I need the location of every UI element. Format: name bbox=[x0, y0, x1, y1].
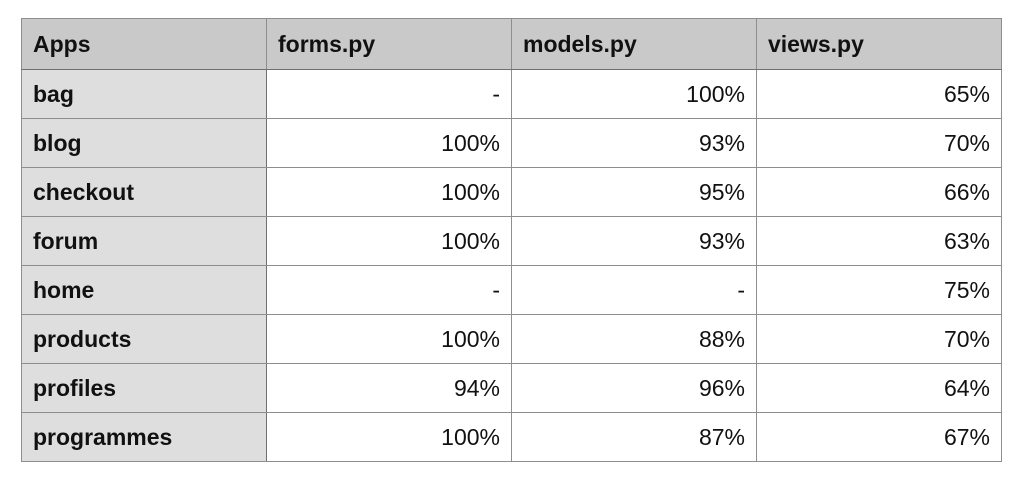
views-coverage-cell: 66% bbox=[756, 167, 1002, 217]
views-coverage-cell: 65% bbox=[756, 69, 1002, 119]
forms-coverage-cell: 100% bbox=[266, 216, 512, 266]
column-header-forms: forms.py bbox=[266, 18, 512, 70]
views-coverage-cell: 64% bbox=[756, 363, 1002, 413]
coverage-table: Apps forms.py models.py views.py bag - 1… bbox=[21, 18, 1002, 462]
app-name-cell: home bbox=[21, 265, 267, 315]
views-coverage-cell: 63% bbox=[756, 216, 1002, 266]
forms-coverage-cell: 100% bbox=[266, 167, 512, 217]
views-coverage-cell: 70% bbox=[756, 314, 1002, 364]
forms-coverage-cell: 100% bbox=[266, 118, 512, 168]
app-name-cell: blog bbox=[21, 118, 267, 168]
app-name-cell: bag bbox=[21, 69, 267, 119]
models-coverage-cell: 93% bbox=[511, 118, 757, 168]
app-name-cell: checkout bbox=[21, 167, 267, 217]
column-header-apps: Apps bbox=[21, 18, 267, 70]
table-row: products 100% 88% 70% bbox=[21, 314, 1002, 364]
app-name-cell: forum bbox=[21, 216, 267, 266]
views-coverage-cell: 75% bbox=[756, 265, 1002, 315]
forms-coverage-cell: 100% bbox=[266, 314, 512, 364]
table-row: home - - 75% bbox=[21, 265, 1002, 315]
models-coverage-cell: 87% bbox=[511, 412, 757, 462]
app-name-cell: products bbox=[21, 314, 267, 364]
models-coverage-cell: 100% bbox=[511, 69, 757, 119]
table-row: profiles 94% 96% 64% bbox=[21, 363, 1002, 413]
views-coverage-cell: 70% bbox=[756, 118, 1002, 168]
column-header-models: models.py bbox=[511, 18, 757, 70]
table-row: blog 100% 93% 70% bbox=[21, 118, 1002, 168]
table-row: forum 100% 93% 63% bbox=[21, 216, 1002, 266]
forms-coverage-cell: - bbox=[266, 265, 512, 315]
table-row: programmes 100% 87% 67% bbox=[21, 412, 1002, 462]
forms-coverage-cell: 94% bbox=[266, 363, 512, 413]
views-coverage-cell: 67% bbox=[756, 412, 1002, 462]
forms-coverage-cell: - bbox=[266, 69, 512, 119]
models-coverage-cell: 96% bbox=[511, 363, 757, 413]
models-coverage-cell: - bbox=[511, 265, 757, 315]
header-row: Apps forms.py models.py views.py bbox=[21, 18, 1002, 70]
models-coverage-cell: 93% bbox=[511, 216, 757, 266]
models-coverage-cell: 95% bbox=[511, 167, 757, 217]
app-name-cell: profiles bbox=[21, 363, 267, 413]
models-coverage-cell: 88% bbox=[511, 314, 757, 364]
app-name-cell: programmes bbox=[21, 412, 267, 462]
forms-coverage-cell: 100% bbox=[266, 412, 512, 462]
column-header-views: views.py bbox=[756, 18, 1002, 70]
table-row: checkout 100% 95% 66% bbox=[21, 167, 1002, 217]
table-row: bag - 100% 65% bbox=[21, 69, 1002, 119]
